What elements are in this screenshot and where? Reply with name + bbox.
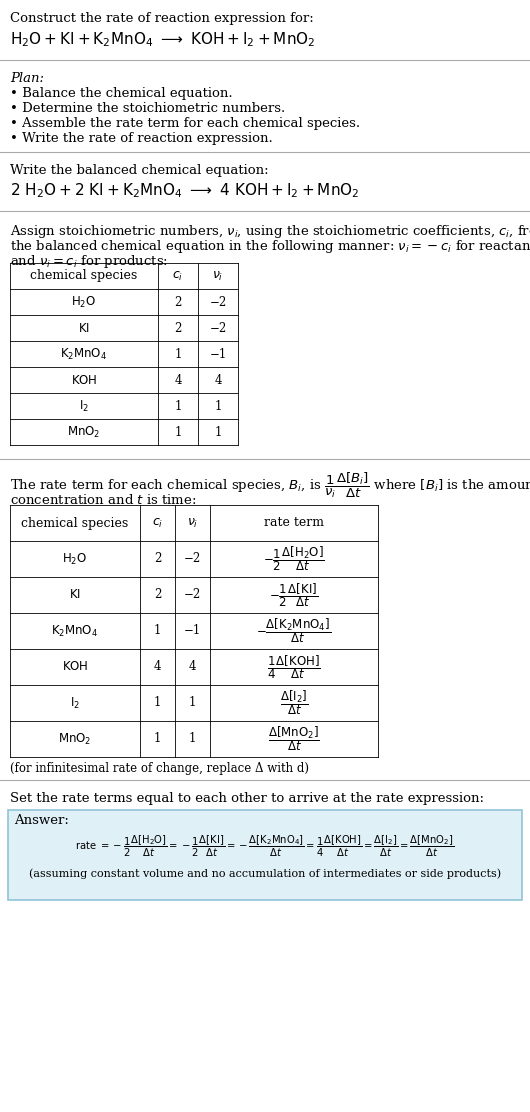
Text: and $\nu_i = c_i$ for products:: and $\nu_i = c_i$ for products: — [10, 254, 168, 270]
Text: $\mathrm{KI}$: $\mathrm{KI}$ — [69, 588, 81, 602]
Text: −2: −2 — [209, 321, 227, 335]
Text: Set the rate terms equal to each other to arrive at the rate expression:: Set the rate terms equal to each other t… — [10, 792, 484, 805]
Text: −2: −2 — [209, 296, 227, 308]
Text: 1: 1 — [189, 733, 196, 745]
Text: concentration and $t$ is time:: concentration and $t$ is time: — [10, 493, 197, 507]
Text: $\mathrm{K_2MnO_4}$: $\mathrm{K_2MnO_4}$ — [51, 624, 99, 638]
Text: (for infinitesimal rate of change, replace Δ with d): (for infinitesimal rate of change, repla… — [10, 762, 309, 775]
Text: • Write the rate of reaction expression.: • Write the rate of reaction expression. — [10, 132, 273, 145]
Text: 2: 2 — [154, 553, 161, 566]
Text: $\nu_i$: $\nu_i$ — [187, 516, 198, 529]
Text: 1: 1 — [174, 347, 182, 360]
Text: $\dfrac{\Delta[\mathrm{MnO_2}]}{\Delta t}$: $\dfrac{\Delta[\mathrm{MnO_2}]}{\Delta t… — [268, 725, 320, 754]
Text: $\mathrm{KOH}$: $\mathrm{KOH}$ — [70, 374, 98, 387]
Text: $\mathrm{I_2}$: $\mathrm{I_2}$ — [79, 398, 89, 414]
Text: 2: 2 — [174, 296, 182, 308]
Text: Write the balanced chemical equation:: Write the balanced chemical equation: — [10, 163, 269, 177]
FancyBboxPatch shape — [8, 810, 522, 900]
Text: 1: 1 — [174, 399, 182, 413]
Text: 4: 4 — [174, 374, 182, 387]
Text: −1: −1 — [184, 625, 201, 637]
Text: $c_i$: $c_i$ — [152, 516, 163, 529]
Text: 1: 1 — [154, 733, 161, 745]
Text: chemical species: chemical species — [30, 269, 138, 282]
Text: the balanced chemical equation in the following manner: $\nu_i = -c_i$ for react: the balanced chemical equation in the fo… — [10, 238, 530, 255]
Text: rate $= -\dfrac{1}{2}\dfrac{\Delta[\mathrm{H_2O}]}{\Delta t} = -\dfrac{1}{2}\dfr: rate $= -\dfrac{1}{2}\dfrac{\Delta[\math… — [75, 833, 455, 858]
Text: rate term: rate term — [264, 516, 324, 529]
Text: −1: −1 — [209, 347, 227, 360]
Text: • Assemble the rate term for each chemical species.: • Assemble the rate term for each chemic… — [10, 117, 360, 130]
Text: 2: 2 — [154, 588, 161, 602]
Text: • Balance the chemical equation.: • Balance the chemical equation. — [10, 87, 233, 100]
Text: $c_i$: $c_i$ — [172, 269, 183, 282]
Text: $\mathrm{H_2O}$: $\mathrm{H_2O}$ — [72, 295, 96, 309]
Text: $\mathrm{MnO_2}$: $\mathrm{MnO_2}$ — [67, 425, 101, 439]
Text: The rate term for each chemical species, $B_i$, is $\dfrac{1}{\nu_i}\dfrac{\Delt: The rate term for each chemical species,… — [10, 471, 530, 500]
Text: $\mathrm{H_2O}$: $\mathrm{H_2O}$ — [63, 552, 87, 566]
Text: Assign stoichiometric numbers, $\nu_i$, using the stoichiometric coefficients, $: Assign stoichiometric numbers, $\nu_i$, … — [10, 224, 530, 240]
Text: −2: −2 — [184, 553, 201, 566]
Text: 1: 1 — [189, 696, 196, 709]
Text: 4: 4 — [189, 661, 196, 674]
Text: Answer:: Answer: — [14, 814, 69, 827]
Text: $\mathrm{K_2MnO_4}$: $\mathrm{K_2MnO_4}$ — [60, 347, 108, 361]
Text: −2: −2 — [184, 588, 201, 602]
Text: $\mathrm{MnO_2}$: $\mathrm{MnO_2}$ — [58, 732, 92, 746]
Text: $\dfrac{1}{4}\dfrac{\Delta[\mathrm{KOH}]}{\Delta t}$: $\dfrac{1}{4}\dfrac{\Delta[\mathrm{KOH}]… — [267, 653, 321, 681]
Text: 1: 1 — [214, 426, 222, 438]
Text: $\mathrm{KI}$: $\mathrm{KI}$ — [78, 321, 90, 335]
Text: $\mathrm{KOH}$: $\mathrm{KOH}$ — [61, 661, 89, 674]
Text: chemical species: chemical species — [21, 516, 129, 529]
Text: 2: 2 — [174, 321, 182, 335]
Text: 4: 4 — [154, 661, 161, 674]
Text: $-\dfrac{1}{2}\dfrac{\Delta[\mathrm{H_2O}]}{\Delta t}$: $-\dfrac{1}{2}\dfrac{\Delta[\mathrm{H_2O… — [263, 545, 325, 574]
Text: Construct the rate of reaction expression for:: Construct the rate of reaction expressio… — [10, 12, 314, 24]
Text: $-\dfrac{1}{2}\dfrac{\Delta[\mathrm{KI}]}{\Delta t}$: $-\dfrac{1}{2}\dfrac{\Delta[\mathrm{KI}]… — [269, 582, 319, 609]
Text: 1: 1 — [174, 426, 182, 438]
Text: (assuming constant volume and no accumulation of intermediates or side products): (assuming constant volume and no accumul… — [29, 868, 501, 878]
Text: $\nu_i$: $\nu_i$ — [213, 269, 224, 282]
Text: 4: 4 — [214, 374, 222, 387]
Text: 1: 1 — [214, 399, 222, 413]
Text: $\mathrm{H_2O + KI + K_2MnO_4 \ \longrightarrow \ KOH + I_2 + MnO_2}$: $\mathrm{H_2O + KI + K_2MnO_4 \ \longrig… — [10, 30, 315, 49]
Text: $-\dfrac{\Delta[\mathrm{K_2MnO_4}]}{\Delta t}$: $-\dfrac{\Delta[\mathrm{K_2MnO_4}]}{\Del… — [257, 617, 331, 645]
Text: $\mathrm{I_2}$: $\mathrm{I_2}$ — [70, 695, 80, 711]
Text: • Determine the stoichiometric numbers.: • Determine the stoichiometric numbers. — [10, 102, 285, 115]
Text: Plan:: Plan: — [10, 72, 44, 85]
Text: 1: 1 — [154, 625, 161, 637]
Text: $\mathrm{2\ H_2O + 2\ KI + K_2MnO_4 \ \longrightarrow \ 4\ KOH + I_2 + MnO_2}$: $\mathrm{2\ H_2O + 2\ KI + K_2MnO_4 \ \l… — [10, 181, 359, 200]
Text: 1: 1 — [154, 696, 161, 709]
Text: $\dfrac{\Delta[\mathrm{I_2}]}{\Delta t}$: $\dfrac{\Delta[\mathrm{I_2}]}{\Delta t}$ — [280, 688, 308, 717]
